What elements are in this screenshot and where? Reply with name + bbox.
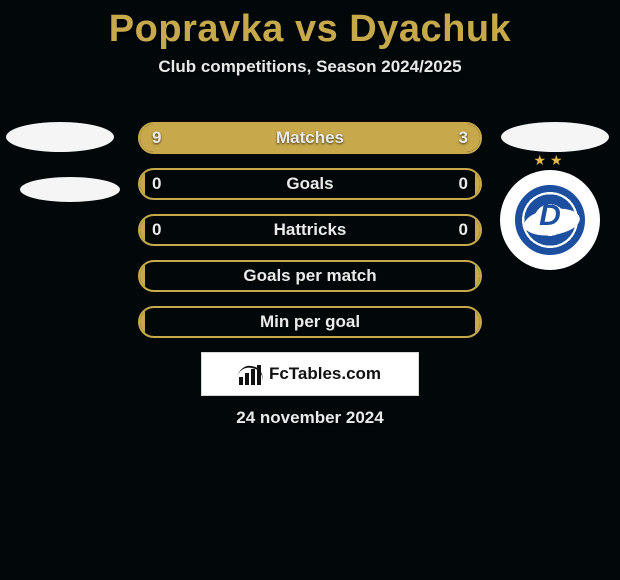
- stat-bars: 9 Matches 3 0 Goals 0 0 Hattricks 0 Goal…: [138, 122, 482, 352]
- stat-fill-left: [140, 216, 145, 244]
- stat-label: Min per goal: [260, 312, 360, 332]
- stat-bar-matches: 9 Matches 3: [138, 122, 482, 154]
- stat-label: Hattricks: [274, 220, 347, 240]
- stat-bar-min-per-goal: Min per goal: [138, 306, 482, 338]
- club-stars-icon: ★★: [500, 152, 600, 169]
- player-right-avatar: [501, 122, 609, 152]
- brand-text: FcTables.com: [269, 364, 381, 384]
- player-left-club-badge: [20, 177, 120, 202]
- stat-fill-right: [475, 170, 480, 198]
- stat-fill-left: [140, 308, 145, 336]
- stat-bar-hattricks: 0 Hattricks 0: [138, 214, 482, 246]
- stat-fill-left: [140, 170, 145, 198]
- stat-value-left: 0: [152, 220, 161, 240]
- player-left-avatar: [6, 122, 114, 152]
- stat-label: Goals: [286, 174, 333, 194]
- stat-value-right: 0: [459, 220, 468, 240]
- stat-fill-left: [140, 262, 145, 290]
- stat-fill-left: [140, 124, 388, 152]
- stat-label: Goals per match: [243, 266, 376, 286]
- stat-value-left: 0: [152, 174, 161, 194]
- stat-fill-right: [475, 308, 480, 336]
- dynamo-kyiv-logo-icon: [515, 185, 585, 255]
- branding-box[interactable]: FcTables.com: [201, 352, 419, 396]
- stat-fill-right: [475, 216, 480, 244]
- stat-value-left: 9: [152, 128, 161, 148]
- page-subtitle: Club competitions, Season 2024/2025: [0, 57, 620, 77]
- player-right-club-badge: ★★: [500, 170, 600, 270]
- stat-value-right: 3: [459, 128, 468, 148]
- bar-chart-icon: [239, 363, 265, 385]
- stat-value-right: 0: [459, 174, 468, 194]
- date-label: 24 november 2024: [0, 408, 620, 428]
- stat-fill-right: [475, 262, 480, 290]
- stat-bar-goals-per-match: Goals per match: [138, 260, 482, 292]
- stat-label: Matches: [276, 128, 344, 148]
- page-title: Popravka vs Dyachuk: [0, 0, 620, 51]
- stat-bar-goals: 0 Goals 0: [138, 168, 482, 200]
